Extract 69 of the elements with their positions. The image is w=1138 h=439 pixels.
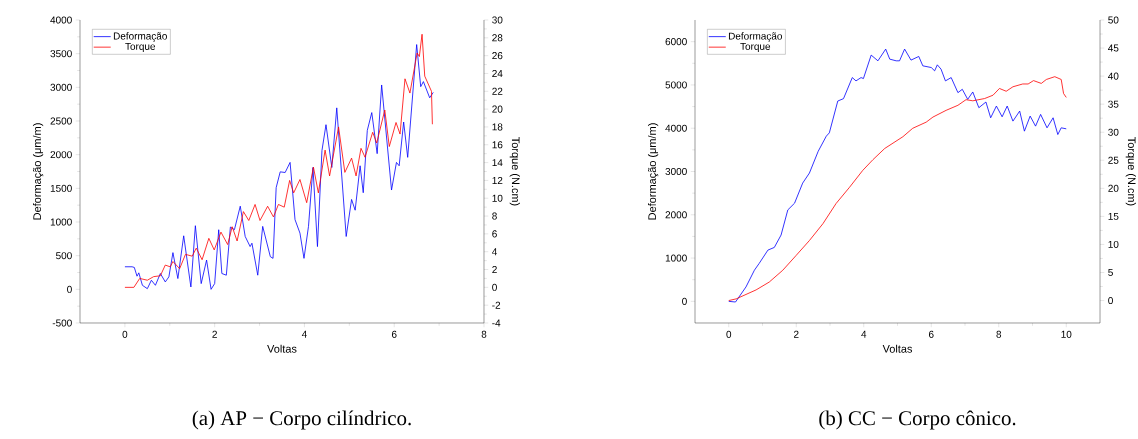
y-tick-label: 1500 [50, 184, 72, 192]
x-tick-label: 8 [481, 330, 487, 338]
x-tick-label: 6 [391, 330, 397, 338]
y2-tick-label: 35 [1108, 100, 1119, 108]
x-tick-label: 0 [726, 330, 732, 338]
y2-tick-label: 10 [492, 194, 503, 202]
y2-tick-label: 40 [1108, 72, 1119, 80]
y2-tick-label: 10 [1108, 240, 1119, 248]
y2-tick-label: 0 [492, 283, 497, 291]
legend-label: Deformação [113, 32, 167, 42]
x-tick-label: 2 [793, 330, 799, 338]
y2-tick-label: 22 [492, 87, 503, 95]
y2-tick-label: 14 [492, 159, 503, 167]
x-axis-title: Voltas [882, 344, 913, 353]
y2-tick-label: 50 [1108, 16, 1119, 24]
text: (b) CC − Corpo cônico. [819, 410, 1016, 430]
y2-tick-label: 30 [1108, 128, 1119, 136]
y2-axis-title: Torque (N.cm) [1125, 137, 1136, 206]
text: (a) AP − Corpo cilíndrico. [192, 410, 411, 430]
y2-tick-label: 28 [492, 34, 503, 42]
y-tick-label: 6000 [665, 38, 687, 46]
y-tick-label: 0 [67, 285, 72, 293]
x-tick-label: 4 [861, 330, 867, 338]
y2-tick-label: 12 [492, 176, 503, 184]
y-tick-label: -500 [52, 319, 72, 327]
y2-tick-label: 4 [492, 248, 498, 256]
y-tick-label: 2000 [50, 151, 72, 159]
x-tick-label: 8 [996, 330, 1002, 338]
y2-tick-label: 25 [1108, 156, 1119, 164]
y2-tick-label: 16 [492, 141, 503, 149]
x-axis-title: Voltas [267, 344, 297, 353]
y-tick-label: 1000 [50, 218, 72, 226]
x-tick-label: 0 [122, 330, 128, 338]
y-tick-label: 3500 [50, 50, 72, 58]
y-tick-label: 500 [56, 252, 72, 260]
legend-label: Torque [125, 42, 156, 52]
y2-tick-label: 30 [492, 16, 503, 24]
y2-tick-label: 45 [1108, 44, 1119, 52]
y-tick-label: 5000 [665, 81, 687, 89]
y-tick-label: 0 [682, 297, 687, 305]
y2-tick-label: 24 [492, 69, 503, 77]
y2-tick-label: 0 [1108, 297, 1113, 305]
y-tick-label: 2500 [50, 117, 72, 125]
x-tick-label: 2 [212, 330, 217, 338]
y2-tick-label: 18 [492, 123, 503, 131]
y-axis-title: Deformação (μm/m) [647, 123, 659, 220]
y-tick-label: 1000 [665, 254, 687, 262]
x-tick-label: 6 [928, 330, 934, 338]
y2-tick-label: 26 [492, 52, 503, 60]
x-tick-label: 4 [301, 330, 307, 338]
y2-tick-label: 8 [492, 212, 497, 220]
y2-tick-label: -4 [492, 319, 501, 327]
y-axis-title: Deformação (μm/m) [32, 123, 44, 220]
y2-tick-label: 20 [492, 105, 503, 113]
x-tick-label: 10 [1061, 330, 1072, 338]
y2-tick-label: 5 [1108, 269, 1113, 276]
y2-tick-label: -2 [492, 301, 501, 309]
legend-label: Torque [740, 42, 771, 52]
y2-tick-label: 6 [492, 230, 497, 238]
y2-tick-label: 15 [1108, 212, 1119, 220]
y2-tick-label: 2 [492, 266, 497, 274]
y-tick-label: 4000 [50, 16, 72, 24]
y-tick-label: 3000 [665, 167, 687, 176]
legend-label: Deformação [728, 32, 782, 42]
y-tick-label: 2000 [665, 211, 687, 219]
y-tick-label: 4000 [665, 124, 687, 132]
y2-axis-title: Torque (N.cm) [509, 137, 520, 206]
y2-tick-label: 20 [1108, 184, 1119, 192]
y-tick-label: 3000 [50, 83, 72, 91]
